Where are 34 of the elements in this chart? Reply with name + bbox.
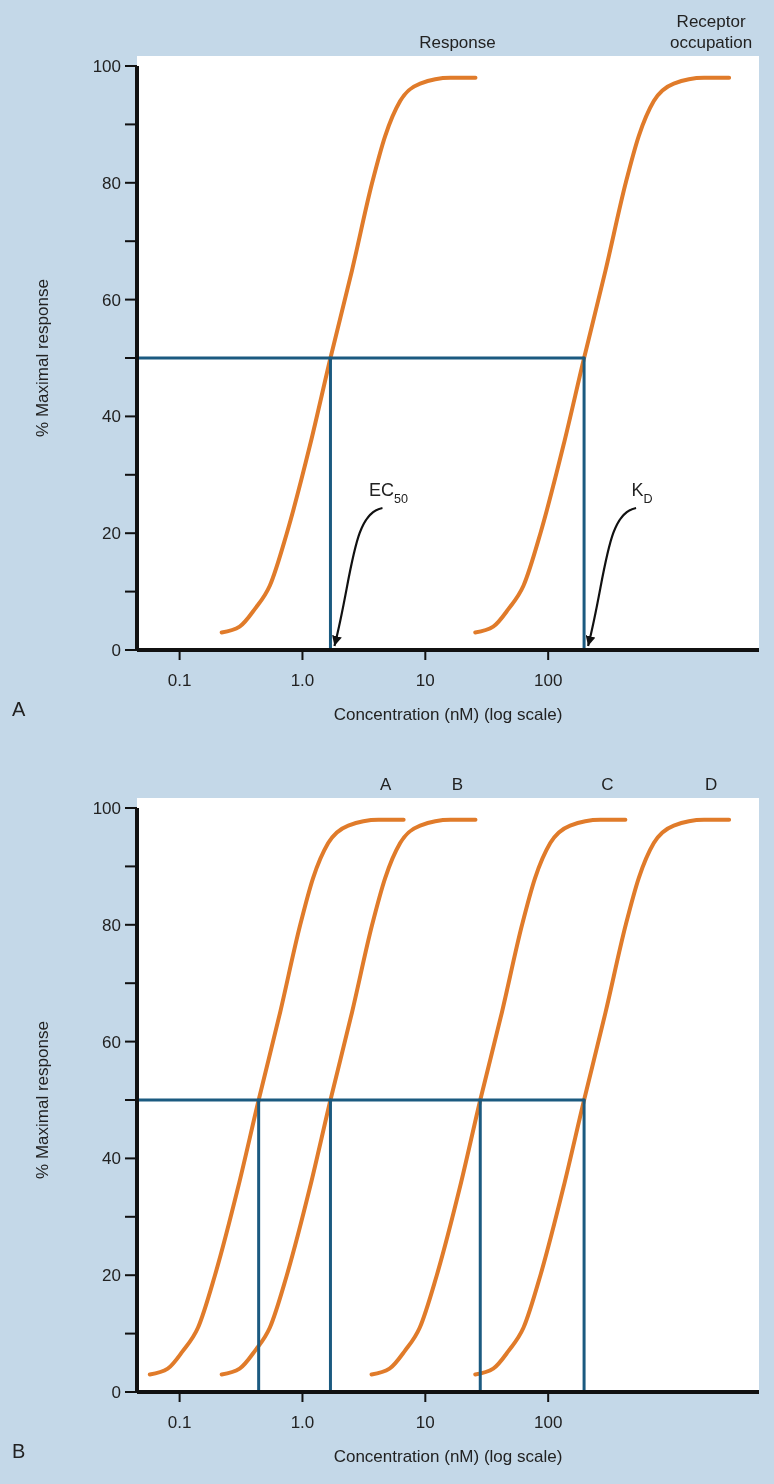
y-tick-label: 100 (92, 798, 121, 818)
x-tick-label: 1.0 (290, 671, 315, 690)
y-tick-label: 20 (102, 524, 121, 544)
y-tick-label: 40 (102, 407, 121, 427)
y-tick-label: 0 (111, 640, 121, 660)
y-axis-title: % Maximal response (33, 1021, 52, 1179)
y-tick-label: 40 (102, 1149, 121, 1169)
series-label: D (704, 775, 718, 794)
y-tick-label: 60 (102, 290, 121, 310)
text: A (12, 698, 26, 720)
annotation: K$_{D}$ (631, 480, 653, 506)
annotation: EC$_{50}$ (368, 480, 408, 506)
y-tick-label: 60 (102, 1032, 121, 1052)
series-label: Receptor occupation (670, 12, 753, 52)
y-tick-label: 80 (102, 915, 121, 935)
text: B (12, 1440, 26, 1462)
x-tick-label: 0.1 (167, 671, 192, 690)
y-tick-label: 0 (111, 1382, 121, 1402)
x-tick-label: 10 (415, 671, 435, 690)
x-tick-label: 100 (533, 671, 563, 690)
x-axis-title: Concentration (nM) (log scale) (333, 705, 563, 724)
series-label: B (451, 775, 464, 794)
x-tick-label: 100 (533, 1413, 563, 1432)
series-label: C (601, 775, 614, 794)
x-tick-label: 10 (415, 1413, 435, 1432)
x-axis-title: Concentration (nM) (log scale) (333, 1447, 563, 1466)
series-label: Response (419, 33, 496, 52)
y-axis-title: % Maximal response (33, 279, 52, 437)
y-tick-label: 100 (92, 56, 121, 76)
y-tick-label: 20 (102, 1266, 121, 1286)
x-tick-label: 1.0 (290, 1413, 315, 1432)
y-tick-label: 80 (102, 173, 121, 193)
series-label: A (379, 775, 392, 794)
x-tick-label: 0.1 (167, 1413, 192, 1432)
